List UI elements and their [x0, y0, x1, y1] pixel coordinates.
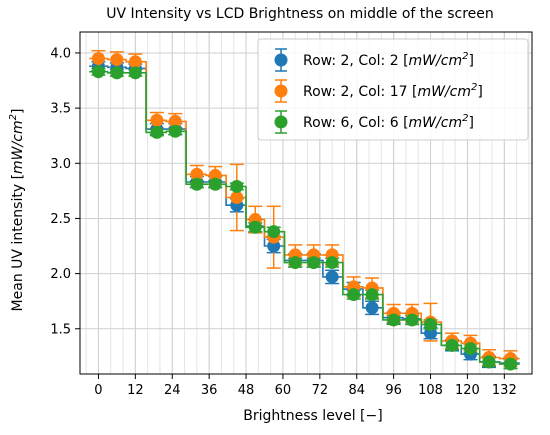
data-point — [230, 190, 244, 204]
data-point — [91, 65, 105, 79]
axis-ticks: 0 12 24 36 48 60 72 84 96 108 120 132 1.5 2.0 2.5 3.0 3.… — [50, 46, 516, 398]
data-point — [128, 66, 142, 80]
data-point — [325, 270, 339, 284]
data-point — [150, 113, 164, 127]
data-point — [445, 338, 459, 352]
x-tick-label: 24 — [164, 383, 181, 398]
y-tick-label: 2.5 — [50, 212, 71, 227]
x-tick-label: 60 — [275, 383, 292, 398]
data-point — [503, 357, 517, 371]
data-point — [464, 342, 478, 356]
data-point — [347, 288, 361, 302]
y-tick-label: 3.0 — [50, 157, 71, 172]
y-axis-title: Mean UV intensity [mW/cm2] — [8, 109, 26, 312]
data-point — [190, 167, 204, 181]
data-point — [110, 53, 124, 67]
data-point — [230, 179, 244, 193]
data-point — [405, 313, 419, 327]
x-tick-label: 72 — [312, 383, 329, 398]
y-tick-label: 4.0 — [50, 46, 71, 61]
data-point — [168, 124, 182, 138]
plot-frame — [79, 31, 533, 375]
legend-marker — [274, 115, 288, 129]
y-tick-label: 3.5 — [50, 102, 71, 117]
data-point — [325, 256, 339, 270]
data-points — [91, 51, 517, 371]
x-tick-label: 108 — [418, 383, 443, 398]
data-point — [91, 51, 105, 65]
legend: Row: 2, Col: 2 [mW/cm2] Row: 2, Col: 17 [… — [257, 38, 529, 141]
chart-title: UV Intensity vs LCD Brightness on middle… — [106, 6, 494, 22]
data-point — [387, 313, 401, 327]
x-tick-label: 96 — [385, 383, 402, 398]
legend-label: Row: 2, Col: 2 [mW/cm2] — [303, 51, 474, 69]
x-tick-label: 120 — [455, 383, 480, 398]
x-axis-title: Brightness level [−] — [243, 408, 382, 424]
x-tick-label: 0 — [94, 383, 102, 398]
data-point — [190, 177, 204, 191]
legend-label: Row: 6, Col: 6 [mW/cm2] — [303, 113, 474, 131]
legend-box — [257, 38, 529, 141]
data-point — [288, 256, 302, 270]
data-point — [365, 288, 379, 302]
data-point — [248, 220, 262, 234]
data-point — [110, 66, 124, 80]
data-point — [128, 55, 142, 69]
data-point — [267, 225, 281, 239]
x-tick-label: 12 — [127, 383, 144, 398]
data-point — [307, 256, 321, 270]
legend-marker — [274, 53, 288, 67]
data-point — [150, 125, 164, 139]
y-tick-label: 2.0 — [50, 267, 71, 282]
legend-marker — [274, 84, 288, 98]
data-point — [168, 114, 182, 128]
data-point — [424, 317, 438, 331]
y-tick-label: 1.5 — [50, 322, 71, 337]
legend-label: Row: 2, Col: 17 [mW/cm2] — [303, 82, 483, 100]
x-tick-label: 132 — [492, 383, 517, 398]
data-point — [208, 177, 222, 191]
x-tick-label: 84 — [348, 383, 365, 398]
x-tick-label: 48 — [238, 383, 255, 398]
data-point — [482, 355, 496, 369]
x-tick-label: 36 — [201, 383, 218, 398]
data-point — [365, 301, 379, 315]
